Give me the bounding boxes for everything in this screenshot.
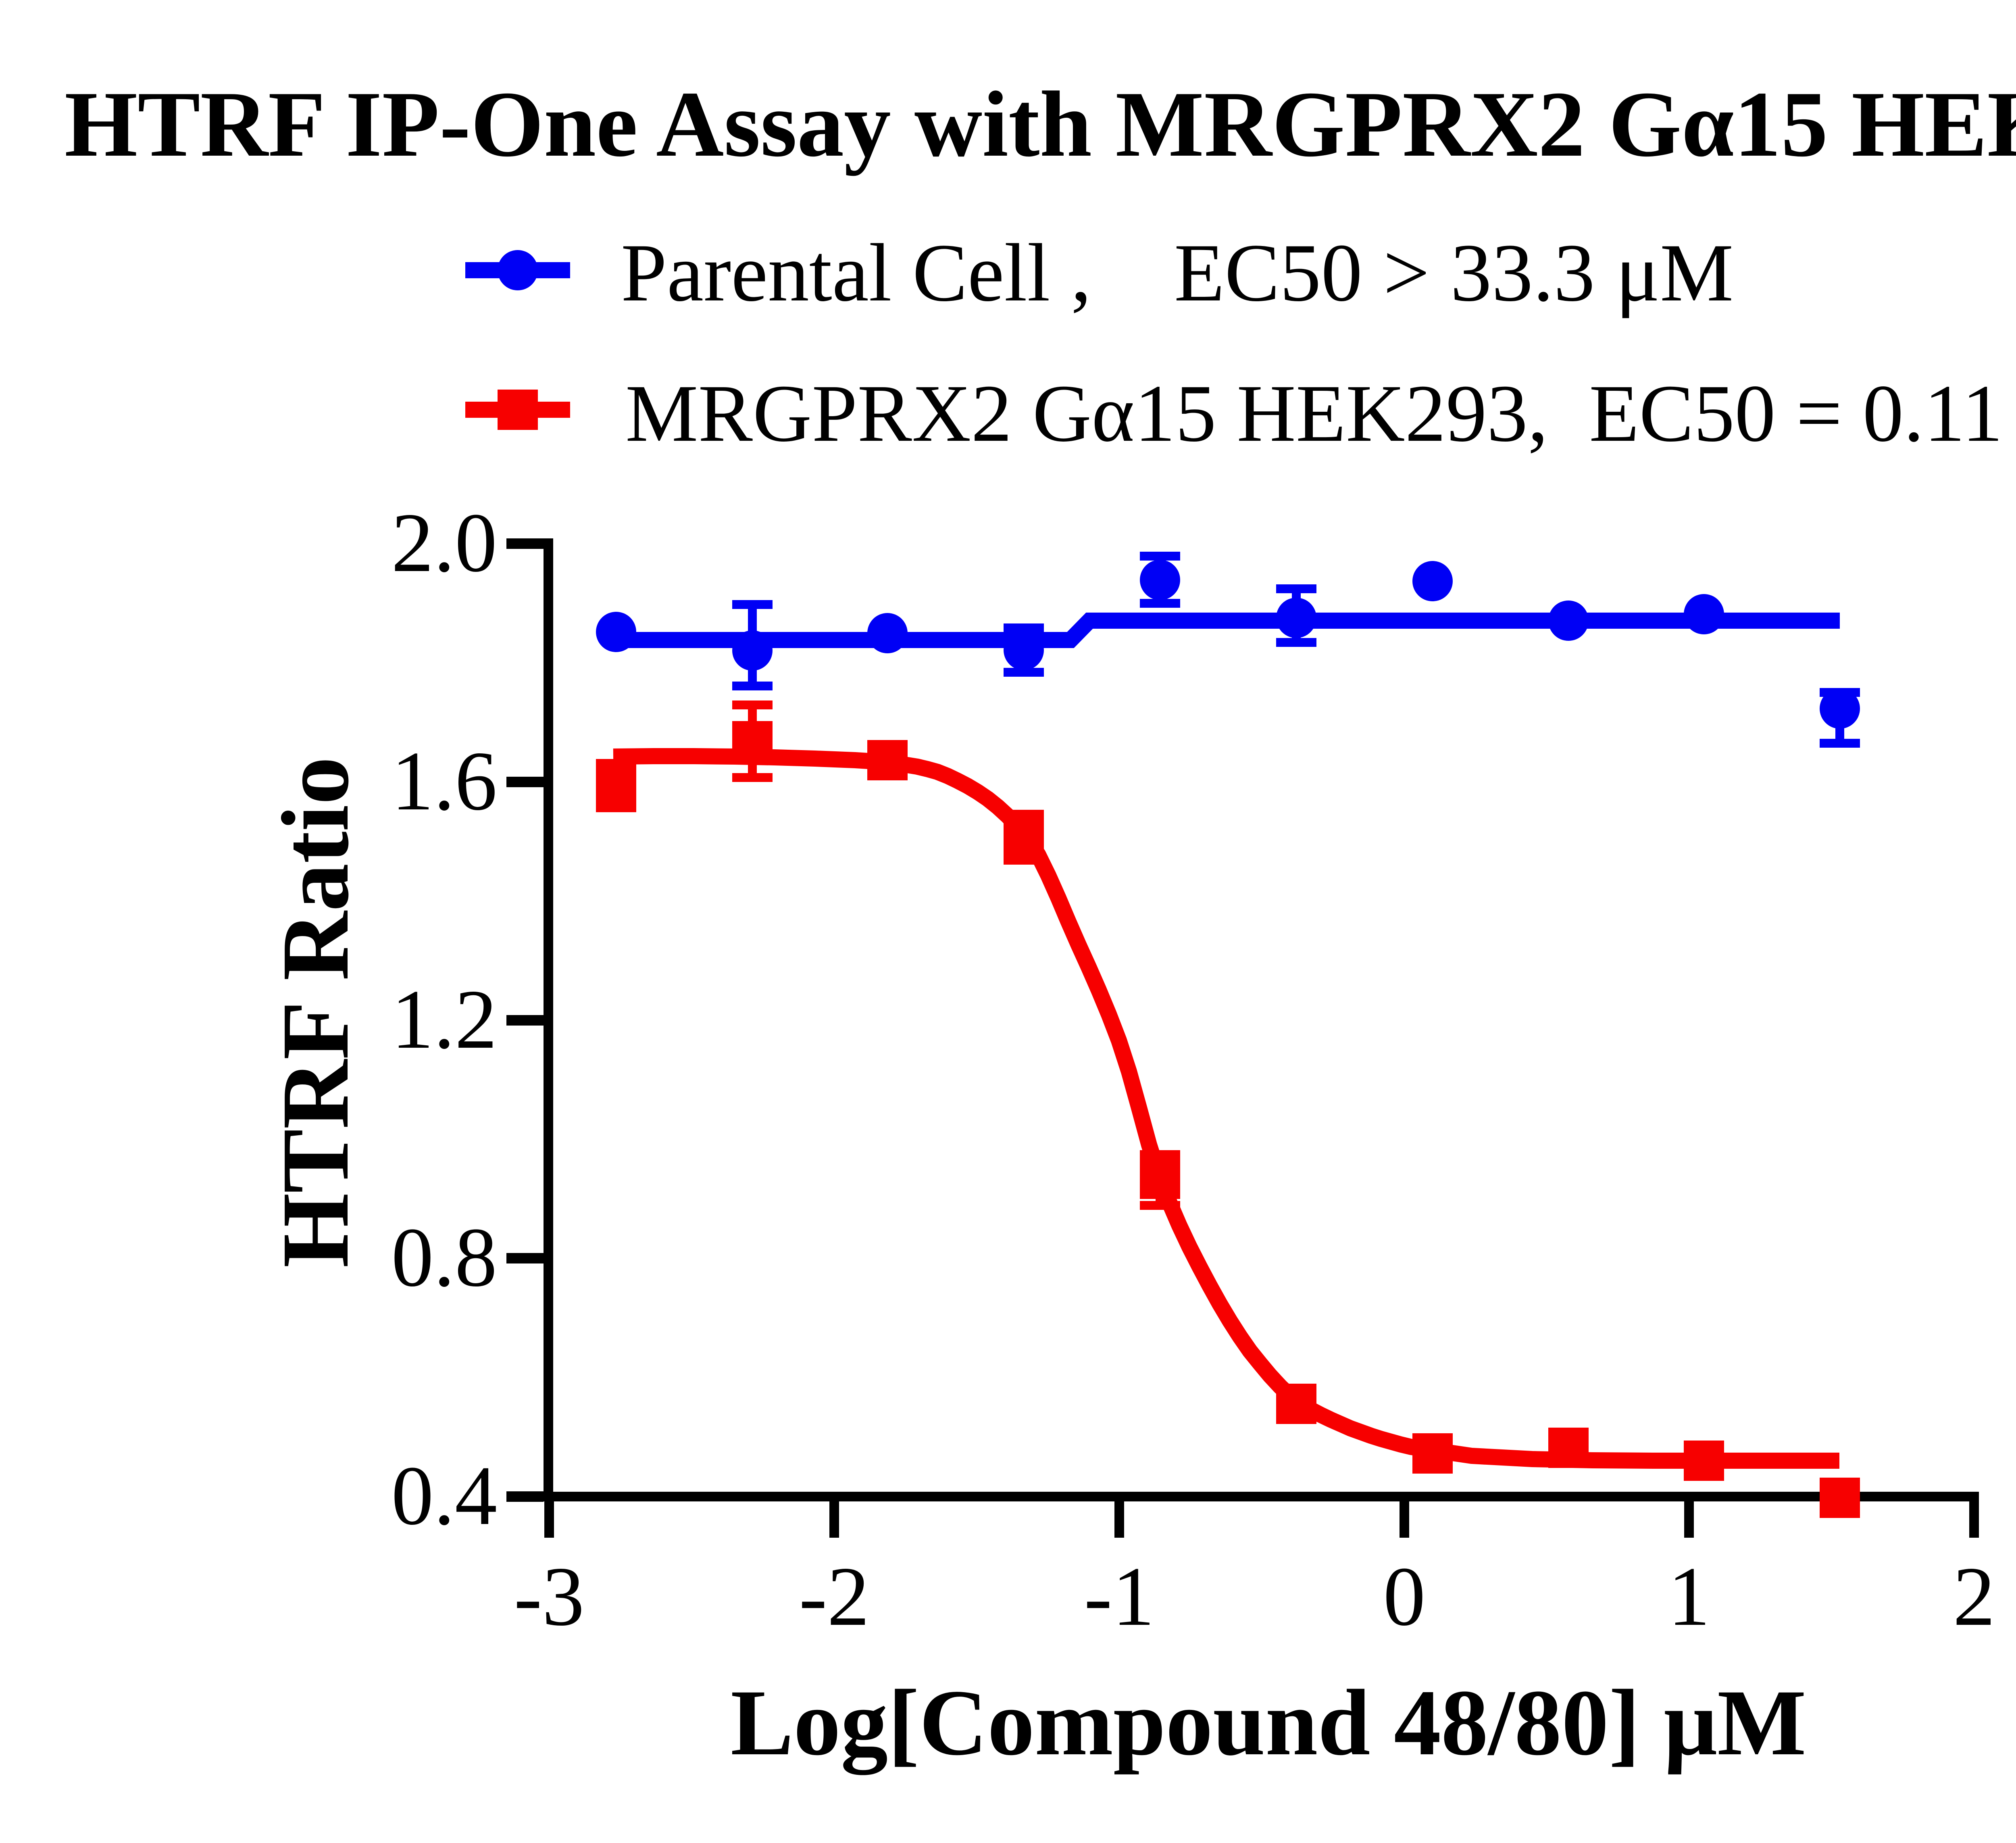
svg-text:0.4: 0.4	[392, 1449, 498, 1543]
svg-text:Parental Cell , EC50 > 33.3: Parental Cell , EC50 > 33.3 μM	[621, 227, 1733, 319]
svg-text:1: 1	[1668, 1550, 1710, 1643]
svg-text:-2: -2	[799, 1550, 870, 1643]
svg-text:0: 0	[1383, 1550, 1426, 1643]
svg-text:0.8: 0.8	[392, 1211, 498, 1304]
svg-text:HTRF Ratio: HTRF Ratio	[262, 757, 369, 1268]
svg-text:2: 2	[1953, 1550, 1995, 1643]
svg-text:-3: -3	[514, 1550, 585, 1643]
svg-text:-1: -1	[1084, 1550, 1155, 1643]
svg-text:HTRF IP-One Assay with MRGPRX2: HTRF IP-One Assay with MRGPRX2 Gα15 HEK2…	[65, 72, 2016, 176]
svg-text:1.2: 1.2	[392, 973, 498, 1066]
svg-text:Log[Compound 48/80] μM: Log[Compound 48/80] μM	[731, 1670, 1806, 1775]
svg-text:MRGPRX2 Gα15 HEK293, EC50 = 0: MRGPRX2 Gα15 HEK293, EC50 = 0.11 μM	[625, 368, 2016, 459]
svg-text:2.0: 2.0	[392, 496, 498, 590]
svg-text:1.6: 1.6	[392, 734, 498, 828]
